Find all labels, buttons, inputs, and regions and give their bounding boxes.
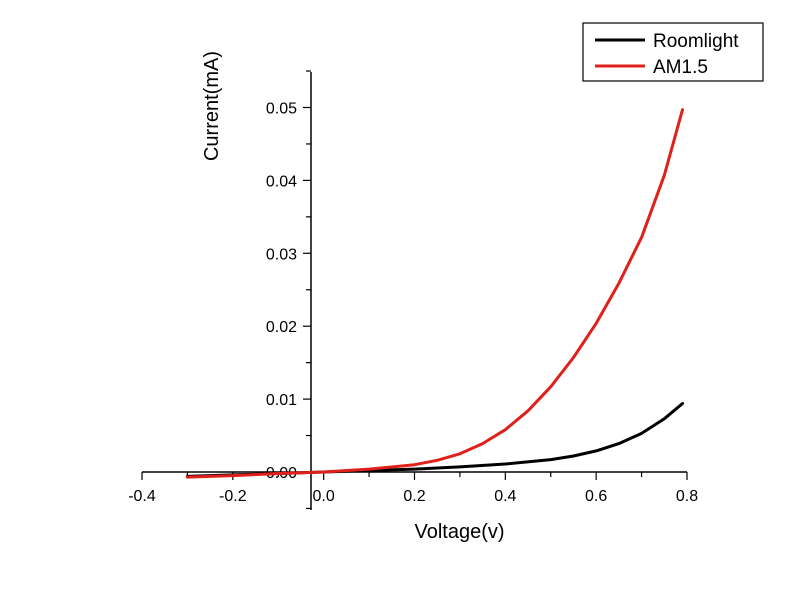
x-tick-label: 0.4	[494, 488, 516, 505]
series-layer	[185, 108, 684, 479]
x-axis-title: Voltage(v)	[414, 521, 504, 543]
y-tick-label: 0.04	[266, 173, 297, 190]
x-tick-label: -0.4	[128, 488, 156, 505]
x-tick-label: 0.8	[676, 488, 698, 505]
x-tick-label: 0.0	[313, 488, 335, 505]
y-tick-label: 0.02	[266, 319, 297, 336]
legend-label: Roomlight	[653, 31, 739, 52]
y-tick-label: 0.01	[266, 392, 297, 409]
y-tick-label: 0.05	[266, 101, 297, 118]
x-tick-label: 0.2	[403, 488, 425, 505]
legend-label: AM1.5	[653, 57, 708, 78]
x-tick-label: 0.6	[585, 488, 607, 505]
series-line-roomlight	[185, 402, 684, 478]
series-line-am1-5	[185, 108, 684, 479]
axes: -0.4 -0.2 0.0 0.2 0.4 0.6 0.80.000.010.020.030…	[128, 70, 698, 510]
y-tick-label: 0.03	[266, 246, 297, 263]
legend: Roomlight AM1.5	[582, 22, 764, 82]
x-tick-label: -0.2	[219, 488, 247, 505]
y-axis-title: Current(mA)	[201, 51, 223, 161]
legend-box	[582, 22, 764, 82]
